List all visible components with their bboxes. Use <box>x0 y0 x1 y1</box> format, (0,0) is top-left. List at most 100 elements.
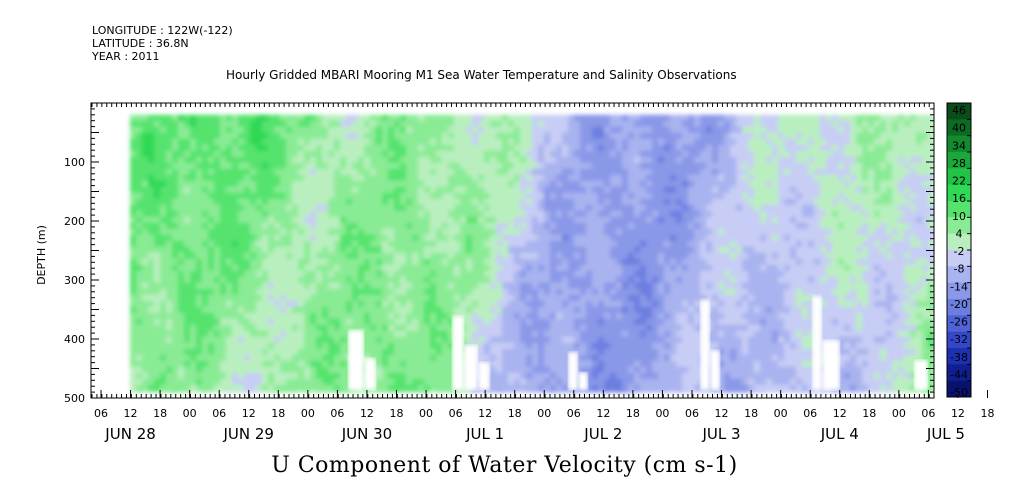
heatmap-cell <box>442 192 449 200</box>
heatmap-cell <box>604 360 611 368</box>
heatmap-cell <box>250 198 257 206</box>
heatmap-cell <box>358 174 365 182</box>
heatmap-cell <box>682 312 689 320</box>
heatmap-cell <box>694 114 701 122</box>
heatmap-cell <box>562 318 569 326</box>
heatmap-cell <box>160 132 167 140</box>
heatmap-cell <box>226 204 233 212</box>
heatmap-cell <box>586 360 593 368</box>
heatmap-cell <box>610 336 617 344</box>
heatmap-cell <box>730 144 737 152</box>
heatmap-cell <box>484 252 491 260</box>
heatmap-cell <box>358 300 365 308</box>
heatmap-cell <box>766 168 773 176</box>
heatmap-cell <box>526 312 533 320</box>
heatmap-cell <box>634 336 641 344</box>
heatmap-cell <box>388 114 395 122</box>
heatmap-cell <box>220 342 227 350</box>
heatmap-cell <box>142 180 149 188</box>
heatmap-cell <box>226 264 233 272</box>
heatmap-cell <box>358 126 365 134</box>
heatmap-cell <box>286 282 293 290</box>
heatmap-cell <box>742 270 749 278</box>
heatmap-cell <box>550 150 557 158</box>
heatmap-cell <box>382 228 389 236</box>
heatmap-cell <box>178 252 185 260</box>
heatmap-cell <box>346 228 353 236</box>
heatmap-cell <box>328 126 335 134</box>
heatmap-cell <box>670 312 677 320</box>
heatmap-cell <box>460 282 467 290</box>
heatmap-cell <box>598 222 605 230</box>
heatmap-cell <box>346 150 353 158</box>
heatmap-cell <box>382 234 389 242</box>
heatmap-cell <box>514 390 521 393</box>
heatmap-cell <box>358 294 365 302</box>
heatmap-cell <box>280 162 287 170</box>
heatmap-cell <box>202 258 209 266</box>
heatmap-cell <box>622 144 629 152</box>
heatmap-cell <box>496 384 503 392</box>
heatmap-cell <box>412 144 419 152</box>
heatmap-cell <box>550 384 557 392</box>
heatmap-cell <box>148 234 155 242</box>
heatmap-cell <box>394 132 401 140</box>
heatmap-cell <box>502 114 509 122</box>
heatmap-cell <box>634 390 641 393</box>
heatmap-cell <box>286 162 293 170</box>
heatmap-cell <box>586 276 593 284</box>
heatmap-cell <box>202 234 209 242</box>
heatmap-cell <box>232 282 239 290</box>
heatmap-cell <box>250 234 257 242</box>
heatmap-cell <box>676 318 683 326</box>
heatmap-cell <box>712 168 719 176</box>
heatmap-cell <box>148 378 155 386</box>
heatmap-cell <box>184 300 191 308</box>
heatmap-cell <box>544 180 551 188</box>
heatmap-cell <box>160 294 167 302</box>
heatmap-cell <box>610 264 617 272</box>
heatmap-cell <box>430 336 437 344</box>
heatmap-cell <box>694 246 701 254</box>
heatmap-cell <box>712 132 719 140</box>
heatmap-cell <box>310 240 317 248</box>
heatmap-cell <box>694 168 701 176</box>
heatmap-cell <box>322 366 329 374</box>
heatmap-cell <box>664 216 671 224</box>
heatmap-cell <box>382 342 389 350</box>
heatmap-cell <box>508 312 515 320</box>
heatmap-cell <box>154 222 161 230</box>
heatmap-cell <box>496 312 503 320</box>
heatmap-cell <box>742 222 749 230</box>
heatmap-cell <box>622 252 629 260</box>
heatmap-cell <box>604 216 611 224</box>
heatmap-cell <box>646 198 653 206</box>
heatmap-cell <box>622 264 629 272</box>
heatmap-cell <box>406 204 413 212</box>
heatmap-cell <box>628 168 635 176</box>
heatmap-cell <box>538 156 545 164</box>
heatmap-cell <box>436 294 443 302</box>
heatmap-cell <box>196 258 203 266</box>
heatmap-cell <box>502 120 509 128</box>
heatmap-cell <box>136 324 143 332</box>
heatmap-cell <box>130 264 137 272</box>
heatmap-cell <box>652 324 659 332</box>
heatmap-cell <box>148 288 155 296</box>
heatmap-cell <box>358 288 365 296</box>
heatmap-cell <box>610 150 617 158</box>
heatmap-cell <box>514 246 521 254</box>
heatmap-cell <box>286 222 293 230</box>
heatmap-cell <box>310 138 317 146</box>
heatmap-cell <box>586 162 593 170</box>
heatmap-cell <box>196 342 203 350</box>
heatmap-cell <box>634 144 641 152</box>
heatmap-cell <box>574 270 581 278</box>
heatmap-cell <box>592 306 599 314</box>
heatmap-cell <box>388 156 395 164</box>
heatmap-cell <box>388 378 395 386</box>
heatmap-cell <box>316 378 323 386</box>
heatmap-cell <box>430 246 437 254</box>
heatmap-cell <box>208 354 215 362</box>
heatmap-cell <box>394 162 401 170</box>
